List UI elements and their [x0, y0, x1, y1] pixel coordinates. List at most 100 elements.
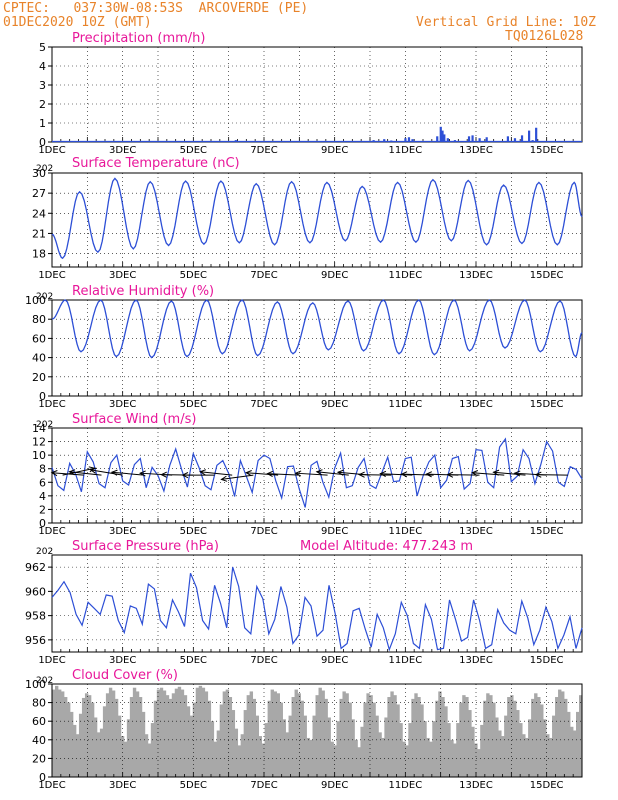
wind-arrow: [244, 470, 279, 477]
cloud-bar: [312, 715, 316, 777]
x-tick-label: 7DEC: [250, 270, 277, 281]
cloud-bar: [138, 697, 143, 777]
cloud-bar: [441, 697, 445, 777]
cloud-bar: [360, 726, 364, 777]
cloud-bar: [54, 685, 59, 777]
plot-frame: [51, 46, 583, 143]
x-tick-label: 13DEC: [459, 526, 493, 537]
cloud-bar: [267, 700, 271, 777]
cloud-bar: [111, 690, 116, 777]
cloud-bar: [411, 698, 415, 777]
cloud-bar: [243, 710, 248, 777]
cloud-bar: [375, 715, 379, 777]
y-tick-label: 80: [32, 313, 46, 326]
x-tick-label: 15DEC: [530, 399, 564, 410]
wind-arrow-head: [89, 467, 97, 474]
cloud-bar: [330, 741, 334, 777]
y-tick-label: 12: [32, 436, 46, 449]
precip-bar: [485, 137, 488, 142]
cloud-bar: [129, 697, 134, 777]
cloud-bar: [507, 697, 511, 777]
plot-frame: [51, 427, 583, 524]
cloud-bar: [255, 715, 260, 777]
cloud-bar: [336, 721, 340, 777]
wind-arrow-shaft: [200, 471, 233, 476]
y-tick-label: 960: [25, 585, 46, 598]
y-tick-label: 100: [25, 294, 46, 307]
wind-arrow: [266, 470, 300, 477]
cloud-bar: [279, 702, 283, 777]
wind-arrow: [89, 467, 123, 476]
cloud-bar: [363, 702, 367, 777]
cloud-bar: [78, 713, 83, 777]
cloud-bar: [201, 687, 206, 777]
pressure-line: [51, 566, 583, 652]
header-run-time: 01DEC2020 10Z (GMT): [3, 15, 152, 30]
cloud-bar: [495, 717, 499, 777]
cloud-bar: [141, 711, 146, 777]
cloud-bar: [384, 717, 388, 777]
wind-arrow: [471, 470, 505, 477]
cloud-bar: [453, 743, 457, 777]
precip-bar: [443, 134, 446, 142]
cloud-bar: [318, 687, 322, 777]
plot-frame: [51, 554, 583, 653]
cloud-bar: [567, 711, 571, 777]
x-tick-label: 9DEC: [321, 655, 348, 666]
y-tick-label: 0: [39, 136, 46, 149]
cloud-bar: [516, 710, 520, 777]
x-tick-label: 7DEC: [250, 399, 277, 410]
cloud-bar: [579, 695, 583, 777]
wind-arrow-head: [425, 471, 433, 478]
cloud-bar: [252, 698, 257, 777]
wind-arrow-head: [336, 469, 344, 476]
cloud-bar: [471, 726, 475, 777]
cloud-bar: [261, 743, 265, 777]
wind-arrow-head: [471, 470, 479, 477]
cloud-bar: [534, 693, 538, 777]
humidity-line: [51, 299, 583, 359]
precip-bar: [436, 136, 439, 142]
x-tick-label: 9DEC: [321, 270, 348, 281]
cloud-bar: [504, 715, 508, 777]
wind-arrow-head: [266, 470, 274, 477]
x-tick-label: 3DEC: [109, 526, 136, 537]
x-tick-label: 11DEC: [388, 526, 422, 537]
y-tick-label: 40: [32, 352, 46, 365]
cloud-bar: [87, 695, 92, 777]
cloud-bar: [423, 721, 427, 777]
precip-bar: [439, 126, 442, 142]
cloud-bar: [369, 695, 373, 777]
x-tick-label: 5DEC: [180, 780, 207, 791]
cloud-bar: [69, 711, 74, 777]
wind-arrow-head: [294, 470, 302, 477]
x-tick-label: 5DEC: [180, 655, 207, 666]
cloud-bar: [135, 691, 140, 777]
x-tick-label: 3DEC: [109, 655, 136, 666]
wind-arrow-shaft: [472, 472, 505, 476]
cloud-bar: [273, 691, 277, 777]
y-tick-label: 5: [39, 41, 46, 54]
panel-0: 0 1 2 3 4 5 1DEC 3DEC 5DEC 7DEC 9DEC 11DEC 13DEC 15DE…: [38, 41, 583, 156]
x-tick-label: 3DEC: [109, 780, 136, 791]
y-tick-label: 100: [25, 678, 46, 691]
panel-2: 0 20 40 60 80 100 1DEC 3DEC 5DEC 7DEC 9DEC 11DEC 13D…: [25, 294, 583, 410]
cloud-bar: [402, 741, 406, 777]
cloud-bar: [285, 732, 289, 777]
wind-arrow-head: [181, 472, 189, 479]
cloud-bar: [570, 726, 574, 777]
cloud-bar: [234, 728, 239, 777]
cloud-bar: [489, 695, 493, 777]
cloud-bar: [351, 719, 355, 777]
precip-bar: [411, 139, 414, 142]
x-tick-label: 15DEC: [530, 526, 564, 537]
cloud-bar: [381, 737, 385, 777]
wind-arrow-shaft: [493, 471, 526, 476]
cloud-bar: [189, 715, 194, 777]
cloud-bar: [171, 693, 176, 777]
cloud-bar: [549, 737, 553, 777]
cloud-bar: [327, 717, 331, 777]
cloud-bar: [216, 730, 221, 777]
x-tick-label: 7DEC: [250, 655, 277, 666]
wind-arrow: [534, 471, 568, 478]
